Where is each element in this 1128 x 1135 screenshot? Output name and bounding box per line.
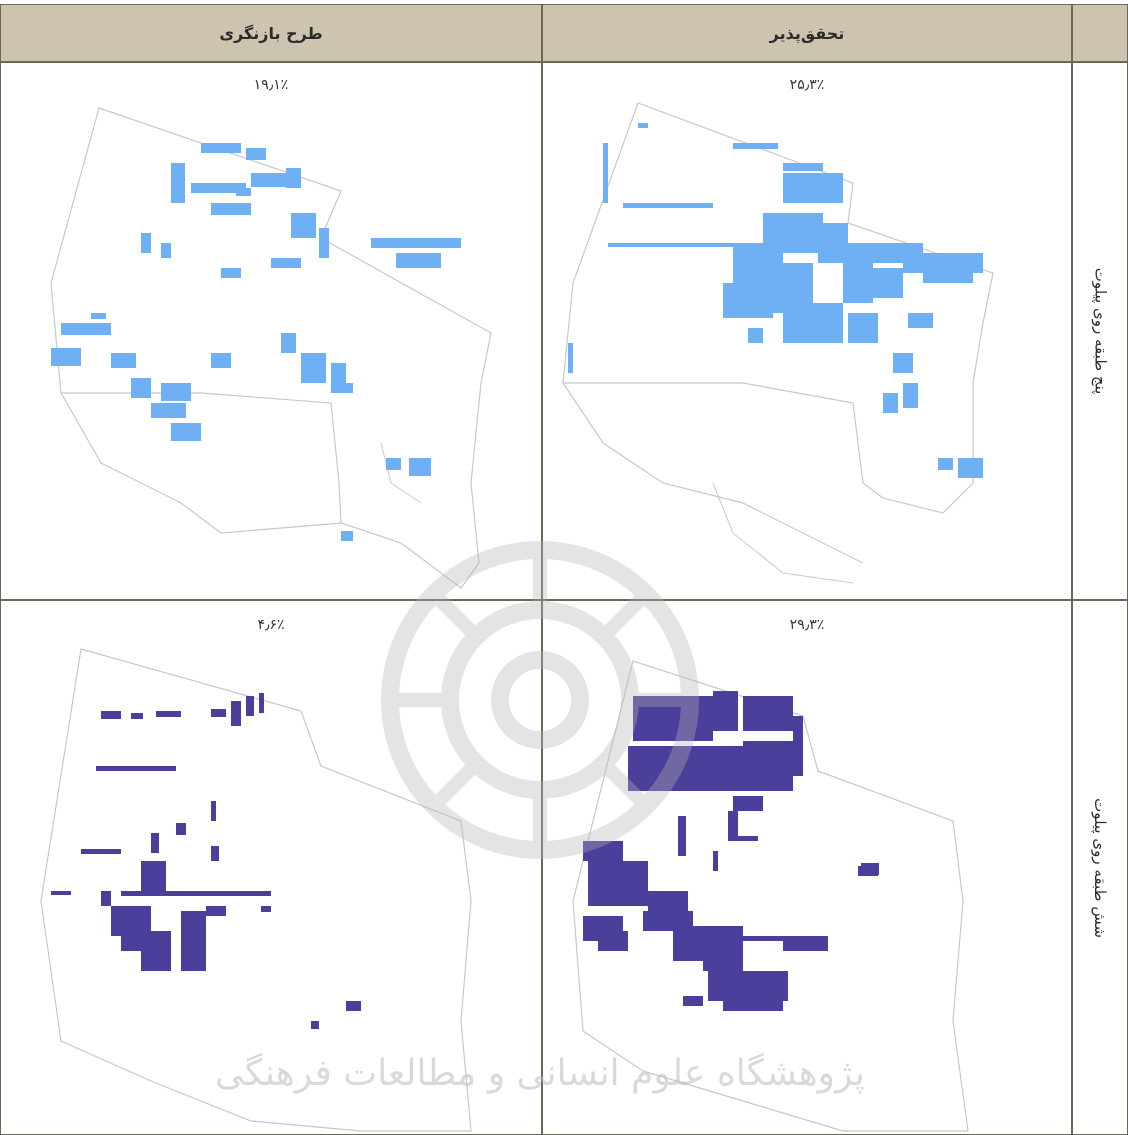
column-header-label: طرح بازنگری — [219, 24, 322, 43]
column-header-feasible: تحقق‌پذیر — [542, 4, 1072, 62]
map-six-floor-revision — [1, 601, 542, 1135]
map-cell-row2-revision: ۴٫۶٪ — [0, 600, 542, 1135]
column-header-label: تحقق‌پذیر — [770, 24, 845, 43]
row-label-five-floor: پنج طبقه روی پیلوت — [1072, 62, 1128, 600]
map-five-floor-feasible — [543, 63, 1072, 600]
column-header-revision-plan: طرح بازنگری — [0, 4, 542, 62]
map-five-floor-revision — [1, 63, 542, 600]
row-label-six-floor: شش طبقه روی پیلوت — [1072, 600, 1128, 1135]
row-label-text: شش طبقه روی پیلوت — [1091, 798, 1109, 938]
map-cell-row1-feasible: ۲۵٫۳٪ — [542, 62, 1072, 600]
row-label-text: پنج طبقه روی پیلوت — [1091, 268, 1109, 395]
map-cell-row2-feasible: ۲۹٫۳٪ — [542, 600, 1072, 1135]
map-cell-row1-revision: ۱۹٫۱٪ — [0, 62, 542, 600]
column-header-empty — [1072, 4, 1128, 62]
map-six-floor-feasible — [543, 601, 1072, 1135]
